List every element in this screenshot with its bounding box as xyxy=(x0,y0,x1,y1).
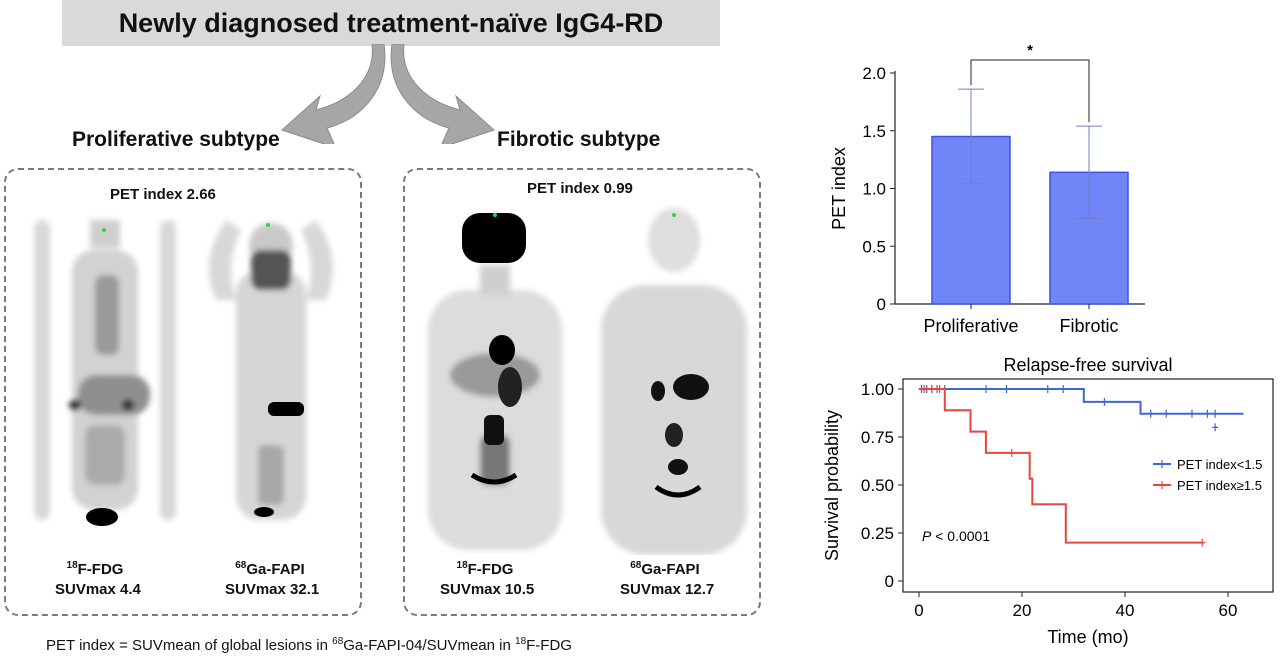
y-tick-label: 0.25 xyxy=(861,524,894,543)
y-tick-label: 0.50 xyxy=(861,476,894,495)
x-tick-label: Fibrotic xyxy=(1059,316,1118,336)
fibrotic-fdg-scan-image xyxy=(428,213,562,550)
y-tick-label: 0.75 xyxy=(861,428,894,447)
x-tick-label: 40 xyxy=(1116,601,1135,620)
isotope: 18 xyxy=(456,560,468,571)
proliferative-panel xyxy=(4,168,362,616)
proliferative-fdg-scan-image xyxy=(34,220,176,526)
y-tick-label: 1.0 xyxy=(862,180,886,199)
censor-mark xyxy=(1101,397,1108,406)
scan-label-fibrotic-fapi: 68Ga-FAPI SUVmax 12.7 xyxy=(620,556,715,600)
censor-mark xyxy=(928,385,935,393)
censor-mark xyxy=(1212,409,1219,418)
footnote-text-3: F-FDG xyxy=(526,637,572,654)
x-tick-label: 20 xyxy=(1013,601,1032,620)
censor-mark xyxy=(1199,538,1206,547)
y-tick-label: 1.00 xyxy=(861,380,894,399)
legend-label: PET index≥1.5 xyxy=(1177,478,1262,493)
legend-label: PET index<1.5 xyxy=(1177,457,1262,472)
fibrotic-subtype-heading: Fibrotic subtype xyxy=(497,128,661,151)
scan-label-prolif-fapi: 68Ga-FAPI SUVmax 32.1 xyxy=(225,556,320,600)
censor-mark xyxy=(1163,409,1170,418)
censor-mark xyxy=(1212,423,1219,432)
censor-mark xyxy=(1008,448,1015,457)
censor-mark xyxy=(1204,409,1211,418)
footnote-text-2: Ga-FAPI-04/SUVmean in xyxy=(343,637,516,654)
censor-mark xyxy=(1003,385,1010,393)
x-tick-label: 0 xyxy=(914,601,923,620)
pet-index-bar-chart: 0 0.5 1.0 1.5 2.0 PET index Proliferative Fibro… xyxy=(829,42,1145,336)
arrows-graphic xyxy=(281,44,495,144)
proliferative-fapi-scan-image xyxy=(208,220,334,520)
left-arrow-icon xyxy=(281,44,386,144)
proliferative-subtype-heading: Proliferative subtype xyxy=(72,128,280,151)
footnote-text-1: PET index = SUVmean of global lesions in xyxy=(46,637,333,654)
fibrotic-fapi-scan-image xyxy=(601,208,747,555)
p-value-text: < 0.0001 xyxy=(931,528,990,544)
suv-value: SUVmax 12.7 xyxy=(620,581,715,598)
y-axis-label: Survival probability xyxy=(822,410,842,561)
significance-bracket xyxy=(970,59,1090,123)
tracer: Ga-FAPI xyxy=(641,561,700,578)
y-tick-label: 2.0 xyxy=(862,64,886,83)
chart-title: Relapse-free survival xyxy=(1003,355,1172,375)
p-symbol: P xyxy=(922,528,932,544)
y-tick-label: 0 xyxy=(885,572,894,591)
suv-value: SUVmax 32.1 xyxy=(225,581,320,598)
y-tick-label: 1.5 xyxy=(862,122,886,141)
survival-curve-low xyxy=(919,388,1244,415)
censor-mark xyxy=(1044,385,1051,393)
censor-mark xyxy=(1147,409,1154,418)
significance-marker: * xyxy=(1027,42,1033,59)
censor-mark xyxy=(1060,385,1067,393)
y-tick-label: 0 xyxy=(877,295,886,314)
censor-mark xyxy=(936,385,943,393)
y-tick-label: 0.5 xyxy=(862,237,886,256)
figure-title: Newly diagnosed treatment-naïve IgG4-RD xyxy=(62,0,720,46)
x-tick-label: Proliferative xyxy=(923,316,1018,336)
proliferative-pet-index: PET index 2.66 xyxy=(110,186,216,203)
suv-value: SUVmax 4.4 xyxy=(55,581,141,598)
footnote-isotope-1: 68 xyxy=(332,636,344,647)
scan-label-prolif-fdg: 18F-FDG SUVmax 4.4 xyxy=(55,556,141,600)
tracer: F-FDG xyxy=(467,561,514,578)
censor-mark xyxy=(1188,409,1195,418)
x-tick-label: 60 xyxy=(1219,601,1238,620)
tracer: F-FDG xyxy=(77,561,124,578)
right-arrow-icon xyxy=(390,44,495,144)
footnote-isotope-2: 18 xyxy=(515,636,527,647)
x-axis-label: Time (mo) xyxy=(1047,627,1128,647)
tracer: Ga-FAPI xyxy=(246,561,305,578)
y-axis-label: PET index xyxy=(829,147,849,230)
suv-value: SUVmax 10.5 xyxy=(440,581,535,598)
footnote: PET index = SUVmean of global lesions in… xyxy=(46,636,572,654)
fibrotic-panel xyxy=(403,168,761,616)
scan-label-fibrotic-fdg: 18F-FDG SUVmax 10.5 xyxy=(440,556,535,600)
isotope: 68 xyxy=(630,560,642,571)
isotope: 18 xyxy=(66,560,78,571)
relapse-free-survival-chart: Relapse-free survival 0 0.25 0.50 0.75 1.00 0 2… xyxy=(822,355,1274,647)
censor-mark xyxy=(921,385,928,393)
survival-curve-high xyxy=(919,388,1203,544)
fibrotic-pet-index: PET index 0.99 xyxy=(527,180,633,197)
censor-mark xyxy=(982,385,989,393)
isotope: 68 xyxy=(235,560,247,571)
p-value-annotation: P < 0.0001 xyxy=(922,528,990,544)
